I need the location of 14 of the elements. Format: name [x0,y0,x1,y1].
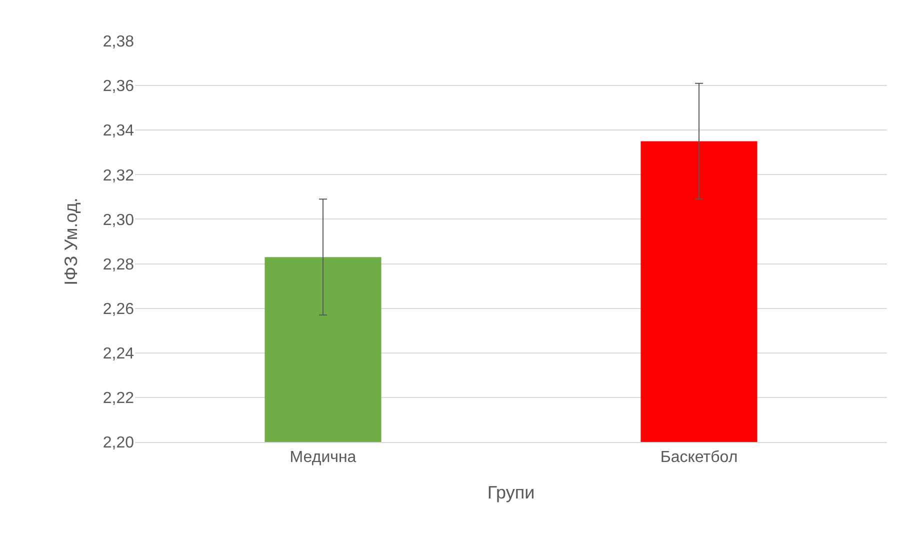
y-tick-label: 2,34 [102,122,134,140]
x-axis-title: Групи [487,482,535,502]
y-tick-label: 2,32 [102,167,134,184]
x-tick-label: Баскетбол [660,449,738,466]
y-tick-label: 2,26 [102,300,134,318]
y-tick-label: 2,28 [102,256,134,274]
y-tick-label: 2,38 [102,34,134,51]
y-axis-title: ІФЗ Ум.од. [61,198,82,286]
y-tick-label: 2,20 [102,434,134,452]
y-tick-label: 2,22 [102,390,134,408]
y-tick-label: 2,30 [102,212,134,229]
y-tick-label: 2,24 [102,345,134,362]
y-tick-label: 2,36 [102,78,134,96]
x-tick-label: Медична [290,449,356,466]
